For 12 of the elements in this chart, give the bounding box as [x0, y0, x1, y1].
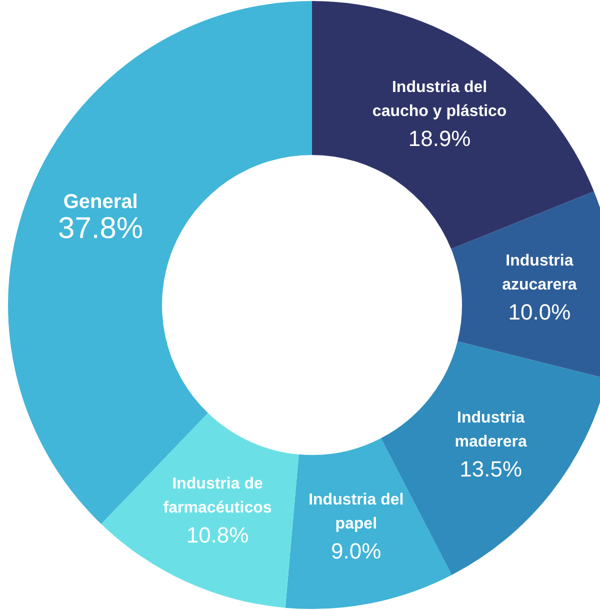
data-label: 10.0% — [508, 299, 571, 324]
slice-label: Industria de farmacéuticos — [163, 476, 272, 517]
data-label: 9.0% — [331, 538, 382, 564]
slice-label: Industria azucarera — [502, 252, 577, 294]
slice-label: Industria maderera — [454, 409, 527, 450]
slice-label: General — [63, 190, 138, 213]
slice-label: Industria del caucho y plástico — [372, 79, 507, 120]
data-label: 37.8% — [58, 212, 144, 245]
data-label: 18.9% — [408, 126, 471, 152]
slice-label: Industria del papel — [308, 492, 404, 533]
data-label: 13.5% — [460, 456, 522, 482]
data-label: 10.8% — [186, 522, 249, 548]
